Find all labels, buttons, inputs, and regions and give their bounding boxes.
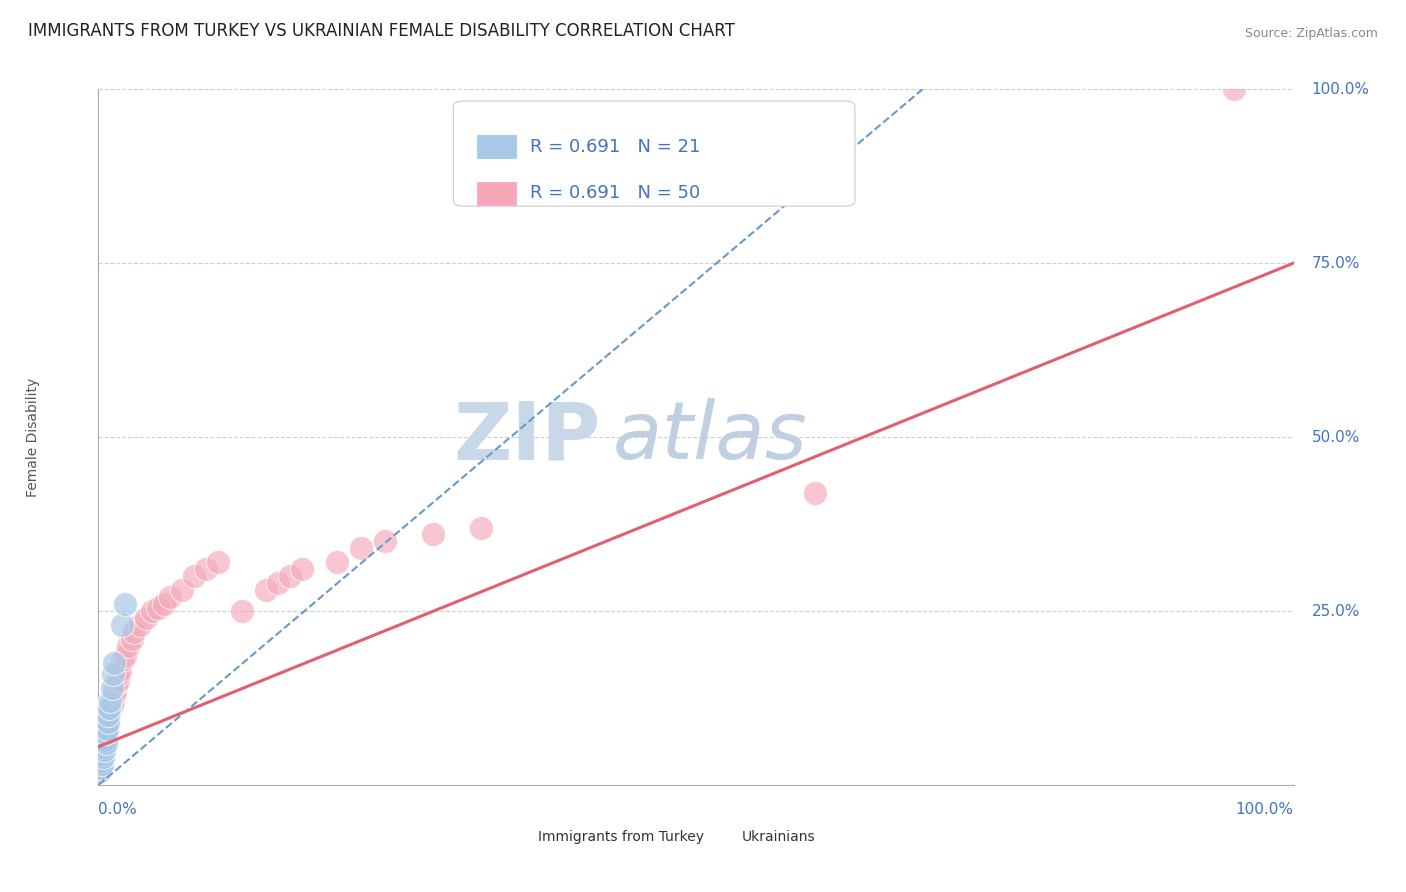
Point [100,681,122,695]
Point [93,739,115,754]
FancyBboxPatch shape [453,101,855,206]
Point [104,684,127,698]
Point [111,653,134,667]
Point [107,666,129,681]
Point [93,729,115,743]
Point [114,649,136,664]
Text: 100.0%: 100.0% [1236,803,1294,817]
Point [89,764,111,778]
Point [91,736,114,750]
Point [124,624,146,639]
Text: Female Disability: Female Disability [25,377,39,497]
FancyBboxPatch shape [696,828,733,846]
Point [93,743,115,757]
Point [108,663,131,677]
Point [135,611,157,625]
Point [121,632,143,646]
Text: Ukrainians: Ukrainians [741,830,815,844]
Point [195,562,218,576]
Point [91,747,114,761]
Point [326,555,349,569]
Point [97,715,120,730]
Point [89,757,111,772]
Point [90,750,112,764]
Point [254,583,277,598]
Point [207,555,229,569]
Point [98,694,122,708]
Point [91,754,114,768]
Point [97,708,120,723]
FancyBboxPatch shape [494,828,529,846]
Point [101,694,124,708]
Point [141,604,163,618]
Point [231,604,253,618]
Point [101,666,124,681]
Text: IMMIGRANTS FROM TURKEY VS UKRAINIAN FEMALE DISABILITY CORRELATION CHART: IMMIGRANTS FROM TURKEY VS UKRAINIAN FEMA… [28,22,735,40]
Point [111,618,134,632]
Point [91,757,114,772]
Point [105,677,128,691]
Point [89,764,111,778]
Point [470,520,492,534]
Text: ZIP: ZIP [453,398,600,476]
Point [107,673,129,688]
Point [98,701,122,715]
Point [90,760,112,774]
Text: Source: ZipAtlas.com: Source: ZipAtlas.com [1244,27,1378,40]
Point [94,726,117,740]
FancyBboxPatch shape [477,136,516,158]
Point [148,600,170,615]
Point [100,698,122,712]
Text: 0.0%: 0.0% [98,803,138,817]
Point [98,701,121,715]
Point [114,597,136,611]
Point [91,747,114,761]
Point [183,569,205,583]
Point [91,743,114,757]
Text: R = 0.691   N = 21: R = 0.691 N = 21 [530,137,700,155]
Point [159,590,181,604]
Text: atlas: atlas [613,398,807,476]
Point [94,736,117,750]
Text: 50.0%: 50.0% [1312,430,1360,444]
Text: 25.0%: 25.0% [1312,604,1360,618]
Point [96,723,118,737]
Point [117,639,139,653]
Text: Immigrants from Turkey: Immigrants from Turkey [538,830,704,844]
Point [96,723,118,737]
Point [103,657,125,671]
Point [94,732,117,747]
Point [374,534,396,549]
Point [172,583,194,598]
Point [153,597,176,611]
Point [804,485,827,500]
Point [97,715,120,730]
Point [291,562,314,576]
Point [98,708,121,723]
Point [90,754,112,768]
Point [422,527,444,541]
Text: 100.0%: 100.0% [1312,82,1369,96]
Point [91,750,114,764]
Point [90,760,112,774]
Point [103,688,125,702]
FancyBboxPatch shape [477,182,516,204]
Point [93,732,115,747]
Point [267,576,290,591]
Point [91,739,114,754]
Point [129,618,152,632]
Text: R = 0.691   N = 50: R = 0.691 N = 50 [530,185,700,202]
Point [1223,82,1246,96]
Text: 75.0%: 75.0% [1312,256,1360,270]
Point [278,569,301,583]
Point [350,541,373,556]
